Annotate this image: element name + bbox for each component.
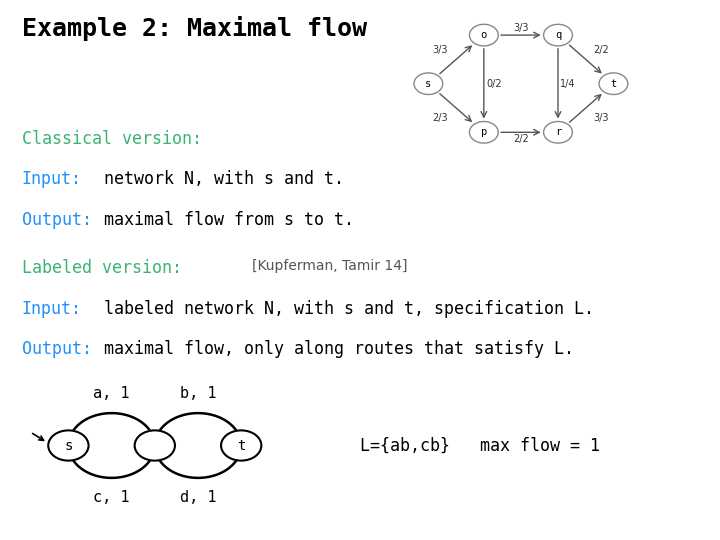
Text: 2/2: 2/2 — [513, 134, 528, 144]
Text: o: o — [481, 30, 487, 40]
Text: Input:: Input: — [22, 170, 81, 188]
Text: b, 1: b, 1 — [180, 386, 216, 401]
Text: Output:: Output: — [22, 211, 91, 228]
Text: a, 1: a, 1 — [94, 386, 130, 401]
Text: labeled network N, with s and t, specification L.: labeled network N, with s and t, specifi… — [104, 300, 595, 318]
Text: Input:: Input: — [22, 300, 81, 318]
Text: 2/3: 2/3 — [433, 113, 448, 123]
Text: Output:: Output: — [22, 340, 91, 358]
Text: t: t — [237, 438, 246, 453]
Text: q: q — [555, 30, 561, 40]
Text: Example 2: Maximal flow: Example 2: Maximal flow — [22, 16, 366, 41]
Text: 1/4: 1/4 — [560, 79, 576, 89]
Text: maximal flow from s to t.: maximal flow from s to t. — [104, 211, 354, 228]
Text: network N, with s and t.: network N, with s and t. — [104, 170, 344, 188]
Text: p: p — [481, 127, 487, 137]
Text: r: r — [555, 127, 561, 137]
Text: s: s — [426, 79, 431, 89]
Text: L={ab,cb}   max flow = 1: L={ab,cb} max flow = 1 — [360, 436, 600, 455]
Text: 2/2: 2/2 — [594, 45, 609, 55]
Circle shape — [544, 24, 572, 46]
Circle shape — [48, 430, 89, 461]
Text: [Kupferman, Tamir 14]: [Kupferman, Tamir 14] — [252, 259, 408, 273]
Circle shape — [469, 122, 498, 143]
Text: d, 1: d, 1 — [180, 490, 216, 505]
Text: Labeled version:: Labeled version: — [22, 259, 181, 277]
Text: c, 1: c, 1 — [94, 490, 130, 505]
Circle shape — [544, 122, 572, 143]
Text: 3/3: 3/3 — [433, 45, 448, 55]
Circle shape — [135, 430, 175, 461]
Circle shape — [469, 24, 498, 46]
Text: 3/3: 3/3 — [594, 113, 609, 123]
Circle shape — [221, 430, 261, 461]
Text: 0/2: 0/2 — [486, 79, 502, 89]
Text: t: t — [611, 79, 616, 89]
Text: Classical version:: Classical version: — [22, 130, 202, 147]
Text: 3/3: 3/3 — [513, 23, 528, 33]
Circle shape — [414, 73, 443, 94]
Circle shape — [599, 73, 628, 94]
Text: maximal flow, only along routes that satisfy L.: maximal flow, only along routes that sat… — [104, 340, 575, 358]
Text: s: s — [64, 438, 73, 453]
